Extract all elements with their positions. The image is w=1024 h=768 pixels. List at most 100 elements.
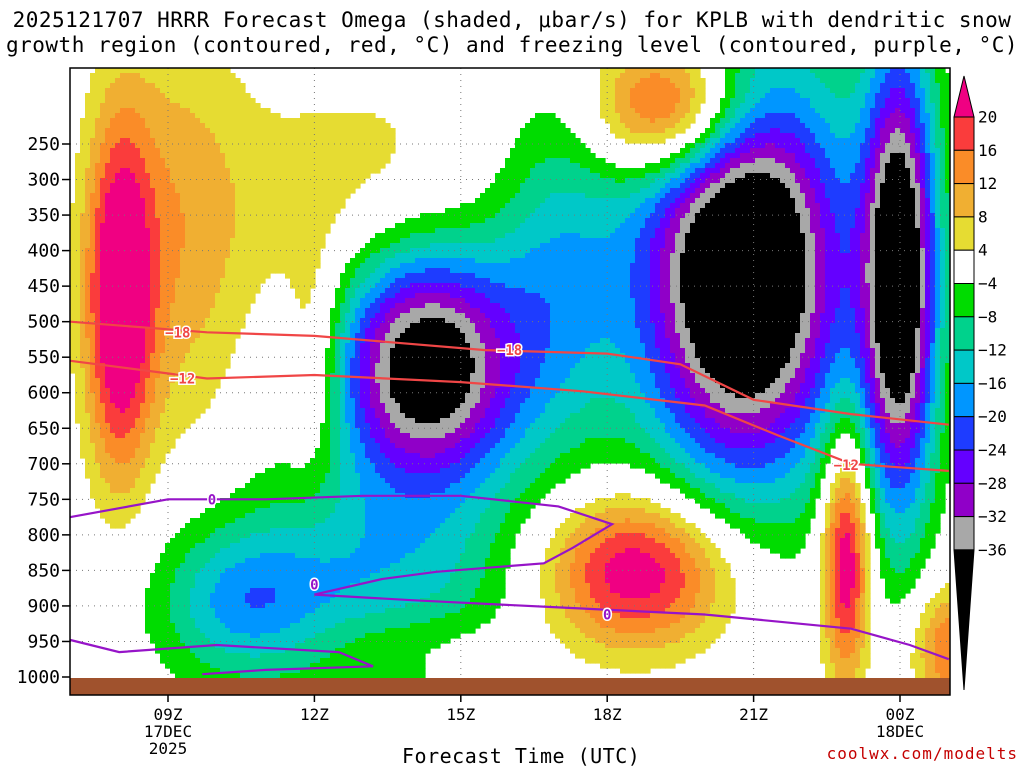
omega-cell (115, 523, 121, 529)
omega-cell (235, 283, 241, 289)
omega-cell (195, 318, 201, 324)
omega-cell (255, 243, 261, 249)
omega-cell (180, 673, 186, 679)
omega-cell (170, 323, 176, 329)
omega-cell (305, 578, 311, 584)
omega-cell (195, 68, 201, 74)
omega-cell (125, 283, 131, 289)
omega-cell (145, 298, 151, 304)
omega-cell (220, 143, 226, 149)
omega-cell (275, 243, 281, 249)
omega-cell (145, 383, 151, 389)
omega-cell (185, 658, 191, 664)
omega-cell (300, 148, 306, 154)
omega-cell (185, 118, 191, 124)
omega-cell (85, 373, 91, 379)
omega-cell (200, 663, 206, 669)
omega-cell (150, 348, 156, 354)
omega-cell (230, 628, 236, 634)
omega-cell (105, 253, 111, 259)
omega-cell (325, 643, 331, 649)
omega-cell (185, 553, 191, 559)
omega-cell (295, 483, 301, 489)
omega-cell (115, 223, 121, 229)
omega-cell (215, 168, 221, 174)
omega-cell (335, 428, 341, 434)
omega-cell (135, 73, 141, 79)
omega-cell (250, 498, 256, 504)
omega-cell (270, 258, 276, 264)
omega-cell (205, 108, 211, 114)
omega-cell (225, 503, 231, 509)
omega-cell (180, 223, 186, 229)
omega-cell (270, 268, 276, 274)
omega-cell (345, 358, 351, 364)
omega-cell (330, 638, 336, 644)
omega-cell (215, 318, 221, 324)
omega-cell (110, 508, 116, 514)
omega-cell (320, 578, 326, 584)
omega-cell (285, 183, 291, 189)
omega-cell (225, 68, 231, 74)
omega-cell (250, 103, 256, 109)
omega-cell (220, 323, 226, 329)
omega-cell (190, 353, 196, 359)
omega-cell (280, 598, 286, 604)
omega-cell (325, 448, 331, 454)
omega-cell (105, 98, 111, 104)
omega-cell (295, 193, 301, 199)
omega-cell (100, 188, 106, 194)
omega-cell (280, 583, 286, 589)
omega-cell (320, 238, 326, 244)
omega-cell (145, 398, 151, 404)
omega-cell (230, 218, 236, 224)
omega-cell (340, 568, 346, 574)
omega-cell (250, 493, 256, 499)
omega-cell (340, 658, 346, 664)
omega-cell (235, 498, 241, 504)
omega-cell (205, 88, 211, 94)
omega-cell (95, 238, 101, 244)
omega-cell (330, 173, 336, 179)
omega-cell (225, 618, 231, 624)
omega-cell (250, 238, 256, 244)
omega-cell (245, 113, 251, 119)
omega-cell (125, 73, 131, 79)
omega-cell (235, 148, 241, 154)
omega-cell (165, 213, 171, 219)
omega-cell (175, 198, 181, 204)
omega-cell (320, 673, 326, 679)
omega-cell (270, 563, 276, 569)
omega-cell (165, 383, 171, 389)
omega-cell (145, 253, 151, 259)
omega-cell (100, 488, 106, 494)
omega-cell (250, 108, 256, 114)
omega-cell (140, 268, 146, 274)
omega-cell (280, 268, 286, 274)
omega-cell (270, 493, 276, 499)
omega-cell (280, 183, 286, 189)
omega-cell (215, 333, 221, 339)
omega-cell (110, 168, 116, 174)
omega-cell (115, 163, 121, 169)
omega-cell (250, 533, 256, 539)
omega-cell (190, 228, 196, 234)
omega-cell (205, 288, 211, 294)
omega-cell (280, 218, 286, 224)
omega-cell (95, 348, 101, 354)
omega-cell (110, 453, 116, 459)
omega-cell (215, 278, 221, 284)
omega-cell (95, 73, 101, 79)
omega-cell (335, 378, 341, 384)
omega-cell (150, 413, 156, 419)
omega-cell (105, 163, 111, 169)
omega-cell (120, 188, 126, 194)
omega-cell (170, 598, 176, 604)
omega-cell (225, 538, 231, 544)
omega-cell (100, 78, 106, 84)
omega-cell (275, 663, 281, 669)
omega-cell (285, 203, 291, 209)
omega-cell (330, 168, 336, 174)
omega-cell (305, 583, 311, 589)
omega-cell (255, 598, 261, 604)
